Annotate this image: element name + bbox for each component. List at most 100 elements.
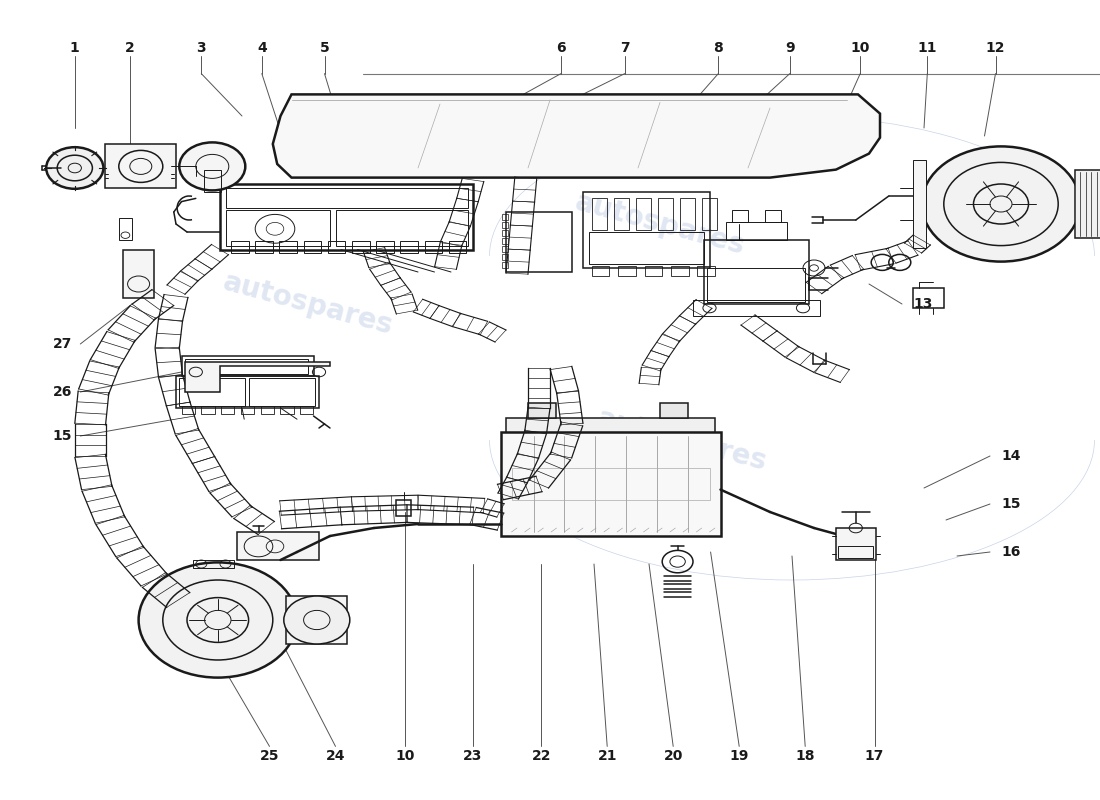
Text: autospares: autospares [572, 188, 748, 260]
Bar [680, 198, 695, 230]
Text: 10: 10 [850, 41, 870, 55]
Bar [236, 532, 319, 560]
Bar [764, 210, 781, 222]
Text: 20: 20 [663, 749, 683, 763]
Bar [732, 210, 748, 222]
Bar [119, 218, 132, 240]
Bar [506, 212, 572, 272]
Bar [660, 403, 688, 418]
Text: 24: 24 [326, 749, 345, 763]
Bar [220, 184, 473, 250]
Bar [226, 188, 468, 208]
Text: 6: 6 [557, 41, 565, 55]
Bar [512, 468, 710, 500]
Bar [528, 403, 556, 418]
Bar [123, 250, 154, 298]
Bar [241, 406, 254, 414]
Bar [221, 406, 234, 414]
Bar [376, 241, 394, 253]
Bar [1075, 170, 1100, 238]
Bar [502, 222, 508, 228]
Bar [336, 210, 468, 246]
Bar [449, 241, 466, 253]
Bar [304, 241, 321, 253]
Circle shape [922, 146, 1080, 262]
Text: 27: 27 [53, 337, 73, 351]
Text: 12: 12 [986, 41, 1005, 55]
Bar [182, 406, 195, 414]
Text: 17: 17 [865, 749, 884, 763]
Polygon shape [185, 362, 330, 392]
Bar [588, 232, 704, 264]
Text: 7: 7 [620, 41, 629, 55]
Circle shape [119, 150, 163, 182]
Text: 25: 25 [260, 749, 279, 763]
Bar [658, 198, 673, 230]
Circle shape [179, 142, 245, 190]
Bar [104, 144, 176, 188]
Text: 2: 2 [125, 41, 134, 55]
Bar [704, 240, 808, 304]
Text: 18: 18 [795, 749, 815, 763]
Bar [226, 210, 330, 246]
Bar [913, 288, 944, 308]
Bar [179, 378, 245, 406]
Text: 8: 8 [714, 41, 723, 55]
Text: 9: 9 [785, 41, 794, 55]
Text: 26: 26 [53, 385, 73, 399]
Bar [697, 266, 715, 276]
Bar [636, 198, 651, 230]
Text: 22: 22 [531, 749, 551, 763]
Bar [396, 500, 411, 516]
Circle shape [284, 596, 350, 644]
Bar [192, 560, 234, 568]
Bar [693, 300, 820, 316]
Bar [702, 198, 717, 230]
Bar [201, 406, 214, 414]
Bar [204, 170, 221, 192]
Text: 5: 5 [320, 41, 329, 55]
Text: 15: 15 [53, 429, 73, 443]
Text: 16: 16 [1001, 545, 1021, 559]
Bar [352, 241, 370, 253]
Bar [185, 359, 308, 374]
Bar [592, 266, 609, 276]
Text: 1: 1 [70, 41, 79, 55]
Bar [583, 192, 710, 268]
Polygon shape [273, 94, 880, 178]
Bar [261, 406, 274, 414]
Bar [176, 376, 319, 408]
Text: 13: 13 [913, 297, 933, 311]
Bar [280, 406, 294, 414]
Text: autospares: autospares [594, 404, 770, 476]
Bar [838, 546, 873, 558]
Bar [328, 241, 345, 253]
Bar [502, 246, 508, 252]
Text: 3: 3 [197, 41, 206, 55]
Bar [502, 254, 508, 260]
Text: 4: 4 [257, 41, 266, 55]
Bar [592, 198, 607, 230]
Bar [836, 528, 876, 560]
Bar [502, 214, 508, 220]
Bar [726, 222, 786, 240]
Bar [502, 262, 508, 268]
Bar [231, 241, 249, 253]
Text: 15: 15 [1001, 497, 1021, 511]
Bar [502, 238, 508, 244]
Bar [645, 266, 662, 276]
Bar [400, 241, 418, 253]
Bar [614, 198, 629, 230]
Bar [300, 406, 313, 414]
Bar [913, 160, 926, 248]
Bar [618, 266, 636, 276]
Bar [506, 418, 715, 432]
Bar [502, 230, 508, 236]
Text: autospares: autospares [220, 268, 396, 340]
Bar [182, 356, 314, 376]
Text: 14: 14 [1001, 449, 1021, 463]
Bar [425, 241, 442, 253]
Text: 21: 21 [597, 749, 617, 763]
Bar [255, 241, 273, 253]
Text: 23: 23 [463, 749, 483, 763]
